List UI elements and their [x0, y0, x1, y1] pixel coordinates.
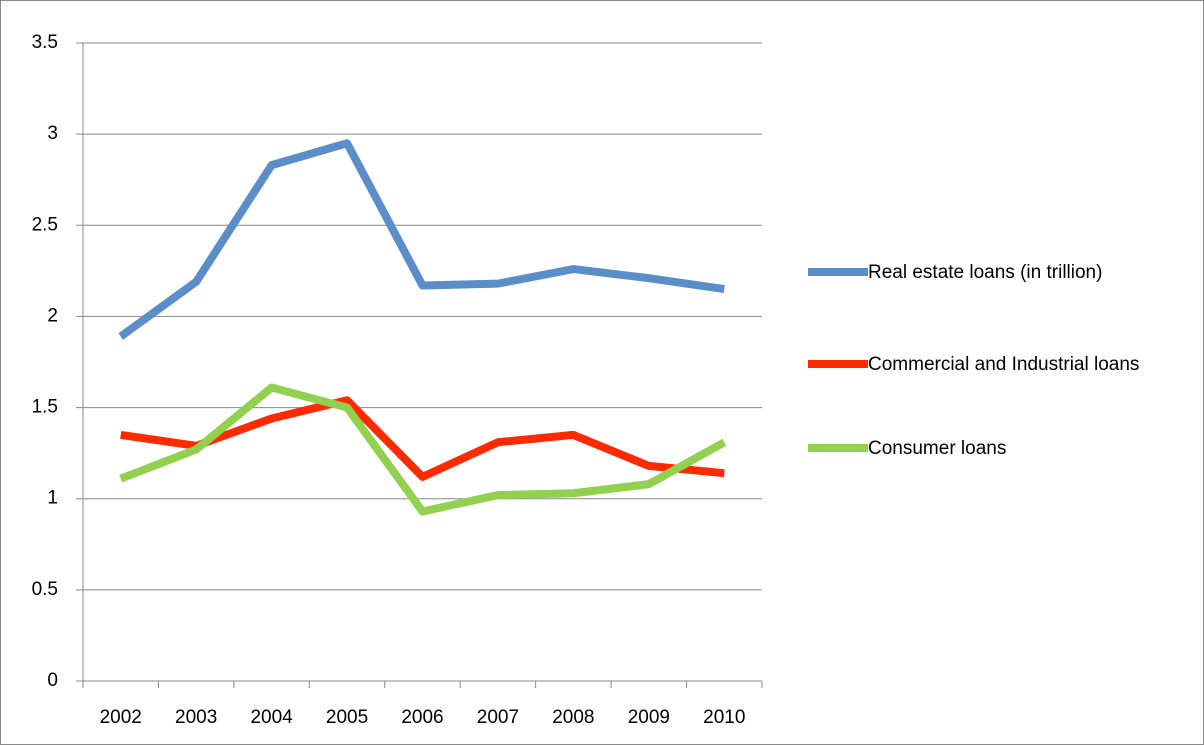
legend-label: Real estate loans (in trillion) [868, 262, 1103, 283]
x-tick-label: 2002 [100, 707, 142, 728]
legend-swatch [808, 360, 868, 368]
series-line [119, 383, 727, 516]
x-tick-label: 2003 [175, 707, 217, 728]
legend-item: Real estate loans (in trillion) [808, 260, 1168, 285]
y-tick-label: 3.5 [32, 32, 58, 53]
y-tick-label: 0 [47, 670, 58, 691]
legend-item: Consumer loans [808, 436, 1168, 461]
series-line [118, 139, 725, 340]
x-tick-label: 2008 [552, 707, 594, 728]
x-tick-label: 2009 [628, 707, 670, 728]
y-tick-label: 3 [47, 123, 58, 144]
x-tick-label: 2006 [401, 707, 443, 728]
legend-item: Commercial and Industrial loans [808, 352, 1168, 377]
y-tick-label: 1 [47, 488, 58, 509]
y-tick-label: 0.5 [32, 579, 58, 600]
x-tick-label: 2010 [703, 707, 745, 728]
legend-swatch [808, 444, 868, 452]
x-tick-label: 2007 [477, 707, 519, 728]
y-tick-label: 2 [47, 305, 58, 326]
legend-label: Consumer loans [868, 438, 1007, 459]
x-tick-label: 2004 [250, 707, 293, 728]
x-tick-label: 2005 [326, 707, 368, 728]
series-line [120, 396, 725, 481]
y-tick-label: 2.5 [32, 214, 58, 235]
legend-swatch [808, 268, 868, 276]
y-tick-label: 1.5 [32, 397, 58, 418]
legend-label: Commercial and Industrial loans [868, 354, 1140, 375]
